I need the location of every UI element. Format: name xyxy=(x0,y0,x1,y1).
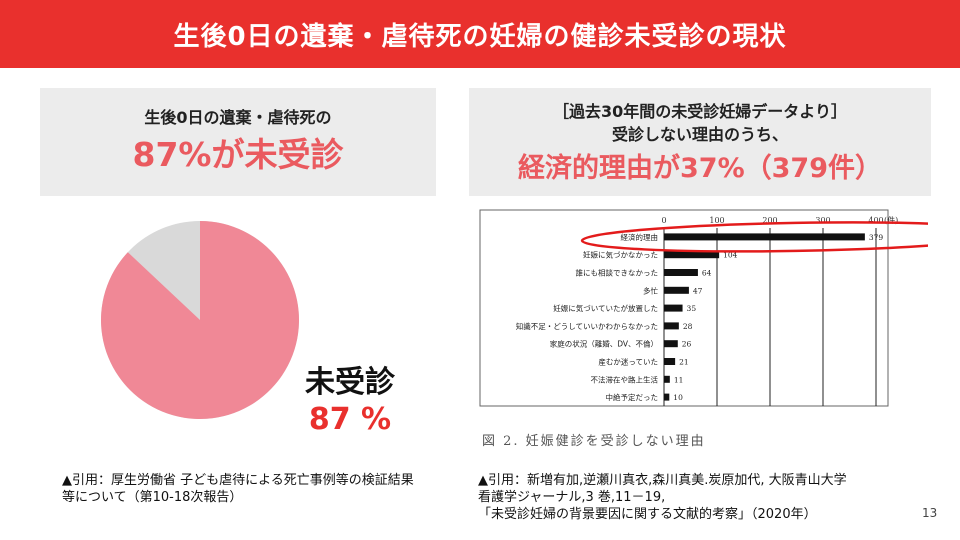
bar xyxy=(664,358,676,365)
bar xyxy=(664,322,679,330)
highlight-ellipse xyxy=(580,221,928,253)
bar-chart-figure: 0 100 200 300 400 (件) 経済的理由 379 妊娠に気づかなかった 104 誰にも… xyxy=(478,208,928,458)
x-tick-label: 300 xyxy=(815,216,830,225)
pie-slice-untreated xyxy=(100,221,300,419)
category-label: 経済的理由 xyxy=(621,232,659,242)
category-label: 妊娠に気づかなかった xyxy=(583,250,658,260)
summary-left-line1: 生後0日の遺棄・虐待死の xyxy=(144,108,332,127)
category-label: 家庭の状況（離婚、DV、不倫） xyxy=(550,339,658,349)
page-number: 13 xyxy=(922,506,938,520)
data-label: 11 xyxy=(674,375,684,384)
data-label: 26 xyxy=(682,340,692,349)
summary-box-left: 生後0日の遺棄・虐待死の 87%が未受診 xyxy=(40,88,436,196)
data-label: 35 xyxy=(687,304,697,313)
category-label: 知識不足・どうしていいかわからなかった xyxy=(516,321,658,331)
bar xyxy=(664,269,698,276)
bar xyxy=(664,286,689,294)
x-tick-label: 400 xyxy=(868,216,883,225)
category-label: 誰にも相談できなかった xyxy=(576,268,659,278)
category-label: 産むか迷っていた xyxy=(598,357,658,367)
bar xyxy=(664,233,865,241)
x-tick-label: 200 xyxy=(762,216,777,225)
citation-right-line1: ▲引用：新増有加,逆瀬川真衣,森川真美.炭原加代, 大阪青山大学 xyxy=(478,473,847,488)
summary-left-highlight: 87%が未受診 xyxy=(132,135,344,174)
category-label: 妊娠に気づいていたが放置した xyxy=(553,303,658,313)
category-label: 多忙 xyxy=(643,285,658,295)
bar-chart: 0 100 200 300 400 (件) 経済的理由 379 妊娠に気づかなかった 104 誰にも… xyxy=(479,209,928,407)
pie-legend-value: 87 % xyxy=(308,402,392,437)
data-label: 104 xyxy=(723,251,738,260)
slide-title-bar: 生後0日の遺棄・虐待死の妊婦の健診未受診の現状 xyxy=(0,0,960,68)
x-unit-label: (件) xyxy=(884,215,898,225)
slide-title: 生後0日の遺棄・虐待死の妊婦の健診未受診の現状 xyxy=(173,21,787,52)
summary-right-line1: ［過去30年間の未受診妊婦データより］ xyxy=(553,102,847,121)
summary-right-line2: 受診しない理由のうち、 xyxy=(611,125,788,144)
x-tick-label: 0 xyxy=(661,216,666,225)
data-label: 64 xyxy=(702,269,712,278)
data-label: 21 xyxy=(679,358,689,367)
data-label: 28 xyxy=(683,322,693,331)
citation-right-line2: 看護学ジャーナル,3 巻,11－19, xyxy=(478,490,666,505)
pie-legend: 未受診 87 % xyxy=(300,365,400,439)
bar xyxy=(664,393,670,401)
citation-left: ▲引用：厚生労働省 子ども虐待による死亡事例等の検証結果等について（第10-18… xyxy=(62,473,414,505)
data-label: 379 xyxy=(869,233,884,242)
citation-right-line3: 「未受診妊婦の背景要因に関する文献的考察」（2020年） xyxy=(478,507,817,522)
summary-right-highlight: 経済的理由が37%（379件） xyxy=(518,153,882,184)
citation-right: ▲引用：新増有加,逆瀬川真衣,森川真美.炭原加代, 大阪青山大学 看護学ジャーナ… xyxy=(478,472,908,523)
pie-svg xyxy=(100,221,300,419)
category-label: 中絶予定だった xyxy=(606,392,659,402)
pie-legend-label: 未受診 xyxy=(305,365,395,400)
data-label: 10 xyxy=(673,393,683,402)
x-tick-label: 100 xyxy=(709,216,724,225)
bar xyxy=(664,340,678,348)
bar xyxy=(664,375,670,383)
bar xyxy=(664,251,720,259)
category-label: 不法滞在や路上生活 xyxy=(591,374,659,384)
summary-box-right: ［過去30年間の未受診妊婦データより］ 受診しない理由のうち、 経済的理由が37… xyxy=(469,88,931,196)
pie-chart xyxy=(100,220,300,420)
chart-frame xyxy=(479,209,889,407)
figure-caption: 図 2. 妊娠健診を受診しない理由 xyxy=(482,434,706,449)
bar xyxy=(664,304,683,312)
data-label: 47 xyxy=(693,286,703,295)
